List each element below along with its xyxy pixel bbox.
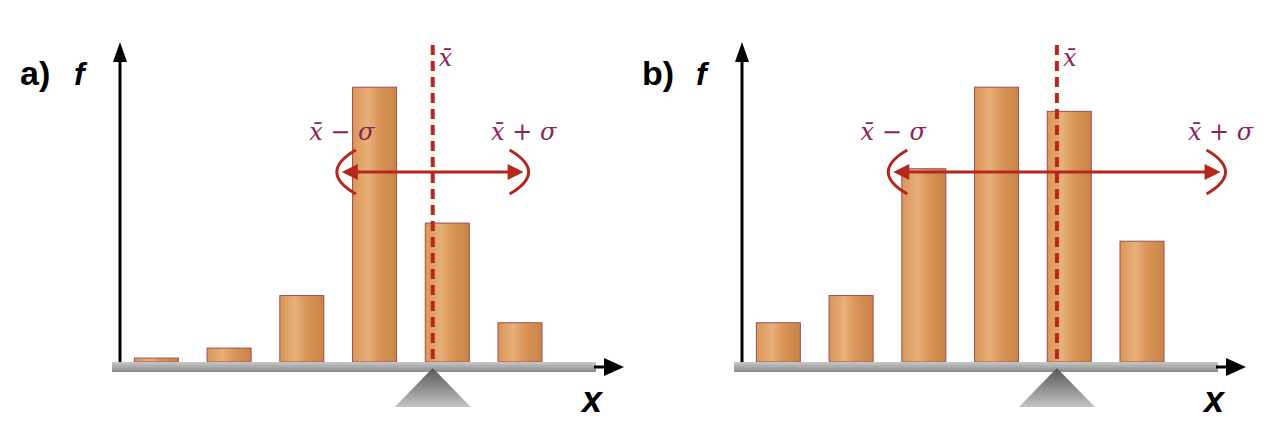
y-axis-arrow (735, 42, 749, 62)
arrow-head (342, 164, 358, 180)
bars (134, 87, 542, 362)
sigma-arrow (888, 150, 1225, 194)
bar (975, 87, 1019, 362)
panel-title: b) (642, 54, 674, 92)
bar (280, 296, 324, 362)
sigma-line (350, 171, 516, 174)
bracket (888, 150, 907, 194)
x-axis-beam (112, 362, 596, 372)
x-axis-beam (734, 362, 1218, 372)
panel-title: a) (20, 54, 50, 92)
canvas: a) f x x̄ x̄ − σ x̄ + σ b) f x x̄ x̄ − σ x̄ + σ (0, 0, 1282, 442)
x-axis-label: x (580, 379, 604, 420)
y-axis-line (741, 58, 744, 362)
bar (498, 323, 542, 362)
minus-sigma-label: x̄ − σ (309, 118, 375, 146)
bracket (337, 150, 356, 194)
x-axis-arrow (604, 358, 624, 376)
y-axis-line (119, 58, 122, 362)
sigma-line (901, 171, 1212, 174)
bar (1047, 111, 1091, 362)
bar (829, 296, 873, 362)
y-axis-label: f (696, 56, 710, 92)
bracket (510, 150, 529, 194)
panel: b) f x x̄ x̄ − σ x̄ + σ (642, 42, 1254, 420)
bar (207, 348, 251, 362)
y-axis-label: f (74, 56, 88, 92)
x-axis-label: x (1202, 379, 1226, 420)
arrow-head (1205, 164, 1221, 180)
mean-line (1055, 45, 1059, 362)
fulcrum (395, 368, 471, 407)
arrow-head (508, 164, 524, 180)
bars (756, 87, 1164, 362)
bracket (1207, 150, 1226, 194)
bar (1120, 241, 1164, 362)
minus-sigma-label: x̄ − σ (861, 118, 927, 146)
x-axis-line (594, 366, 604, 369)
x-axis-line (1216, 366, 1226, 369)
mean-label: x̄ (1063, 44, 1077, 72)
fulcrum (1019, 368, 1095, 407)
bar (756, 323, 800, 362)
mean-label: x̄ (439, 44, 453, 72)
panel: a) f x x̄ x̄ − σ x̄ + σ (20, 42, 624, 420)
bar (134, 358, 178, 362)
x-axis-arrow (1226, 358, 1246, 376)
arrow-head (893, 164, 909, 180)
bar (902, 169, 946, 362)
y-axis-arrow (113, 42, 127, 62)
mean-line (431, 45, 435, 362)
figure: a) f x x̄ x̄ − σ x̄ + σ b) f x x̄ x̄ − σ x̄ + σ (0, 0, 1282, 442)
plus-sigma-label: x̄ + σ (1188, 118, 1254, 146)
plus-sigma-label: x̄ + σ (491, 118, 557, 146)
sigma-arrow (337, 150, 529, 194)
